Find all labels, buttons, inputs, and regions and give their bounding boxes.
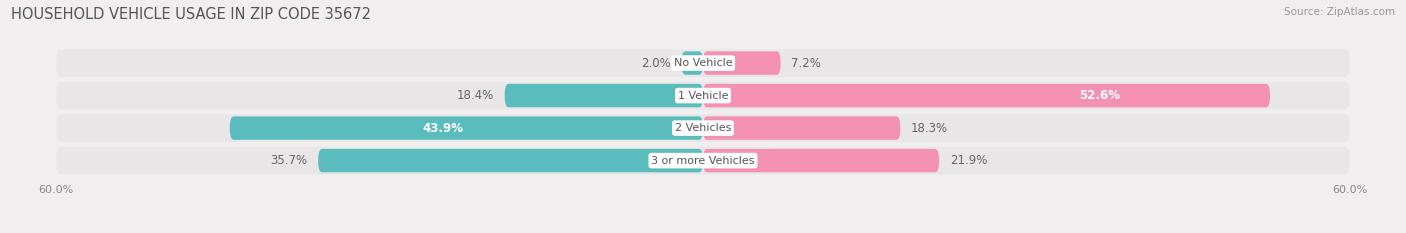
FancyBboxPatch shape bbox=[703, 84, 1270, 107]
Text: No Vehicle: No Vehicle bbox=[673, 58, 733, 68]
FancyBboxPatch shape bbox=[56, 147, 1350, 175]
Text: 3 or more Vehicles: 3 or more Vehicles bbox=[651, 156, 755, 166]
Text: 2.0%: 2.0% bbox=[641, 57, 671, 70]
FancyBboxPatch shape bbox=[703, 51, 780, 75]
FancyBboxPatch shape bbox=[318, 149, 703, 172]
FancyBboxPatch shape bbox=[703, 149, 939, 172]
FancyBboxPatch shape bbox=[505, 84, 703, 107]
FancyBboxPatch shape bbox=[682, 51, 703, 75]
Text: Source: ZipAtlas.com: Source: ZipAtlas.com bbox=[1284, 7, 1395, 17]
Text: HOUSEHOLD VEHICLE USAGE IN ZIP CODE 35672: HOUSEHOLD VEHICLE USAGE IN ZIP CODE 3567… bbox=[11, 7, 371, 22]
FancyBboxPatch shape bbox=[56, 49, 1350, 77]
Text: 43.9%: 43.9% bbox=[422, 122, 463, 135]
FancyBboxPatch shape bbox=[56, 114, 1350, 142]
FancyBboxPatch shape bbox=[56, 82, 1350, 110]
Text: 7.2%: 7.2% bbox=[792, 57, 821, 70]
FancyBboxPatch shape bbox=[229, 116, 703, 140]
Text: 18.4%: 18.4% bbox=[457, 89, 494, 102]
Text: 35.7%: 35.7% bbox=[270, 154, 308, 167]
FancyBboxPatch shape bbox=[703, 116, 900, 140]
Text: 2 Vehicles: 2 Vehicles bbox=[675, 123, 731, 133]
Text: 52.6%: 52.6% bbox=[1080, 89, 1121, 102]
Text: 1 Vehicle: 1 Vehicle bbox=[678, 91, 728, 101]
Text: 18.3%: 18.3% bbox=[911, 122, 948, 135]
Text: 21.9%: 21.9% bbox=[950, 154, 987, 167]
